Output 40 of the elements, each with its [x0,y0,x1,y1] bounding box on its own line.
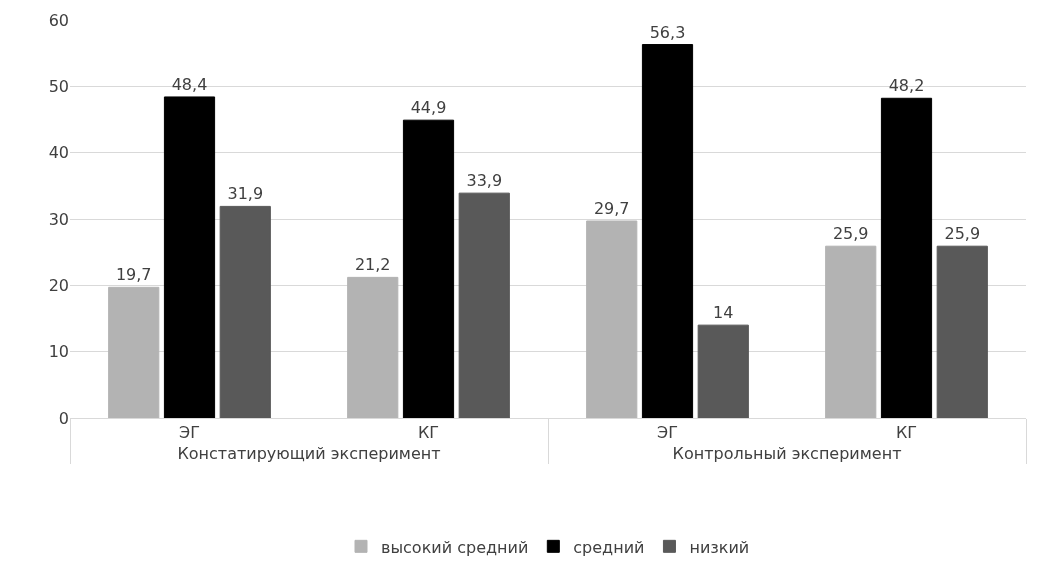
data-label: 44,9 [410,98,447,118]
bar [936,245,988,418]
bar [402,119,455,418]
x-tick-label: ЭГ [179,423,200,443]
data-label: 33,9 [466,171,503,191]
data-label: 19,7 [115,265,152,285]
bar [641,44,694,418]
x-tick-label: КГ [895,423,918,443]
bar [586,220,638,418]
bar [108,286,160,418]
y-tick-label: 50 [48,76,69,96]
data-label: 14 [713,303,734,323]
data-label: 21,2 [354,255,391,275]
data-label: 56,3 [649,22,686,42]
x-tick-label: ЭГ [657,423,678,443]
data-label: 48,2 [888,76,925,96]
data-label: 25,9 [944,224,981,244]
data-label: 29,7 [593,198,630,218]
text: Контрольный эксперимент [672,444,902,464]
data-label: 25,9 [832,224,869,244]
legend-label: высокий средний [381,537,529,557]
bar [219,205,271,418]
y-tick-label: 10 [48,342,69,362]
bar [347,276,399,418]
legend-label: средний [573,537,645,557]
data-label: 31,9 [227,184,264,204]
y-tick-label: 60 [48,10,69,30]
x-tick-label: КГ [417,423,440,443]
y-tick-label: 40 [48,143,69,163]
bar [825,245,877,418]
text: Констатирующий эксперимент [177,444,441,464]
bar [880,97,933,418]
bar [163,96,216,418]
y-tick-label: 30 [48,209,69,229]
y-tick-label: 20 [48,275,69,295]
data-label: 48,4 [171,74,208,94]
legend-label: низкий [689,537,750,557]
bar [697,324,749,418]
bar [458,192,510,418]
y-tick-label: 0 [58,408,69,428]
